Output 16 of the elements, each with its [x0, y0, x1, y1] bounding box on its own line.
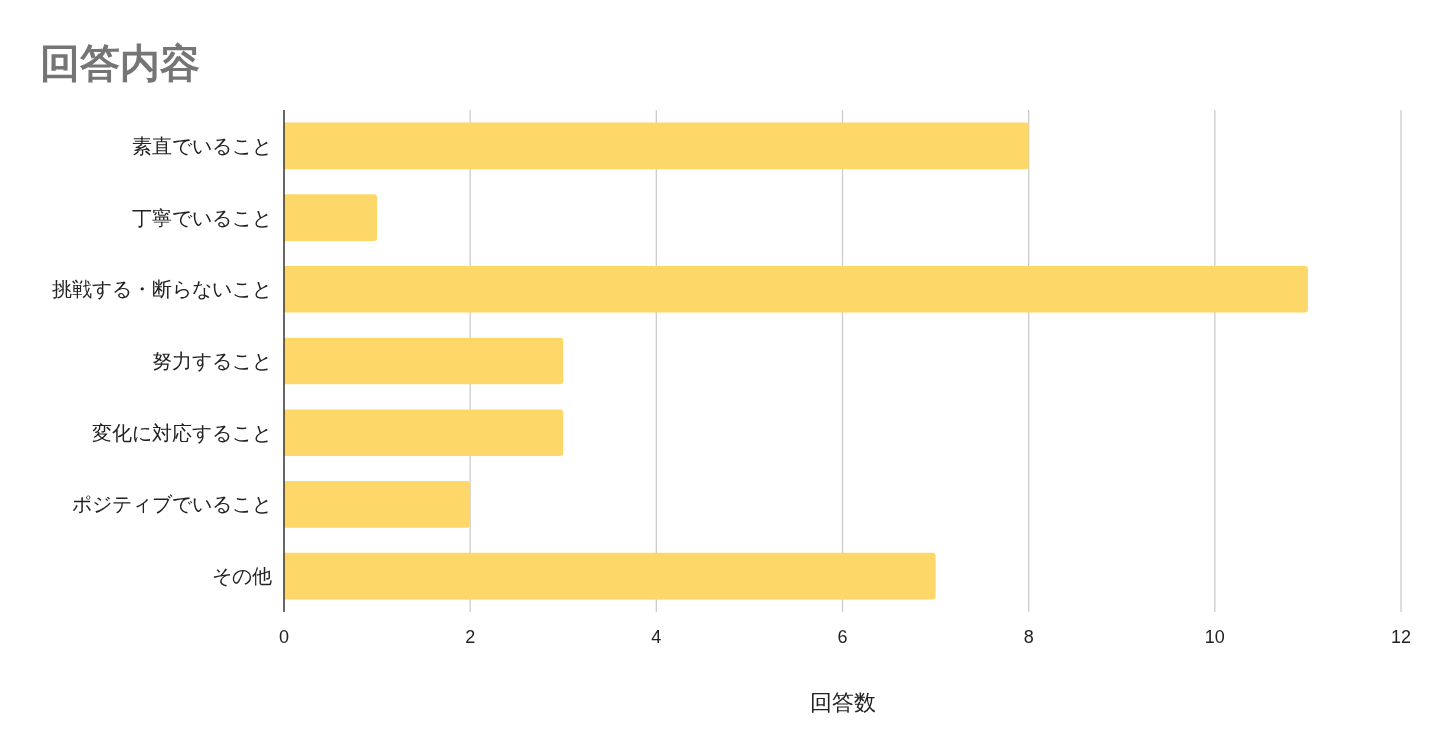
y-tick-label: 素直でいること [132, 134, 272, 157]
title: 回答内容 [40, 41, 200, 85]
x-axis-title: 回答数 [809, 690, 876, 715]
x-tick-label: 6 [837, 627, 848, 647]
x-tick-label: 10 [1204, 627, 1225, 647]
x-tick-label: 0 [279, 627, 289, 647]
x-tick-label: 8 [1023, 627, 1034, 647]
x-tick-label: 2 [465, 627, 476, 647]
x-tick-label: 4 [651, 627, 662, 647]
y-tick-label: 変化に対応すること [92, 421, 272, 444]
y-tick-label: その他 [212, 565, 272, 588]
y-tick-label: 挑戦する・断らないこと [52, 278, 272, 301]
x-tick-label: 12 [1391, 627, 1411, 647]
y-tick-label: ポジティブでいること [72, 493, 272, 516]
y-tick-label: 丁寧でいること [132, 206, 272, 229]
y-tick-label: 努力すること [152, 350, 272, 372]
